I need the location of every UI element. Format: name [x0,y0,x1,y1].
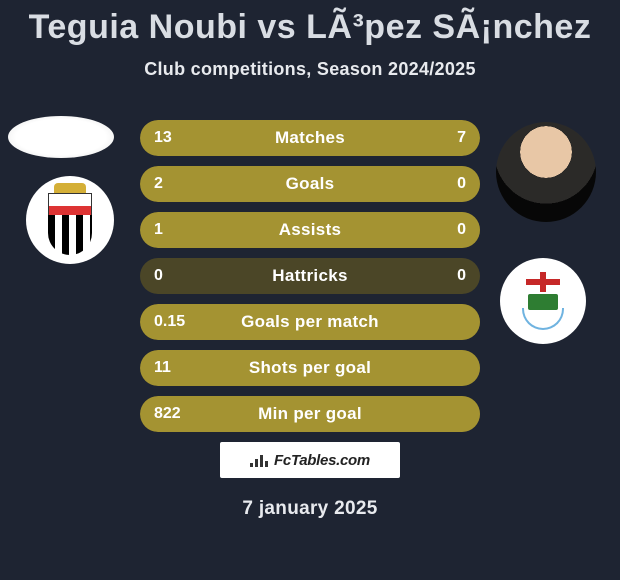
stat-row: 0Hattricks0 [140,258,480,294]
cartagena-icon [42,185,98,255]
stat-label: Matches [140,120,480,156]
celta-icon [520,272,566,330]
bars-icon [250,453,268,467]
club-right-badge [500,258,586,344]
club-left-badge [26,176,114,264]
stat-right-value: 0 [457,212,466,248]
stat-row: 1Assists0 [140,212,480,248]
stat-row: 822Min per goal [140,396,480,432]
player-left-photo [8,116,114,158]
stat-label: Assists [140,212,480,248]
player-right-photo [496,122,596,222]
watermark-badge: FcTables.com [220,442,400,478]
comparison-date: 7 january 2025 [0,498,620,520]
stat-row: 13Matches7 [140,120,480,156]
stats-container: 13Matches72Goals01Assists00Hattricks00.1… [140,120,480,442]
watermark-text: FcTables.com [274,452,370,469]
stat-row: 11Shots per goal [140,350,480,386]
stat-right-value: 7 [457,120,466,156]
stat-right-value: 0 [457,258,466,294]
stat-row: 0.15Goals per match [140,304,480,340]
comparison-title: Teguia Noubi vs LÃ³pez SÃ¡nchez [0,0,620,47]
stat-right-value: 0 [457,166,466,202]
stat-label: Goals [140,166,480,202]
comparison-subtitle: Club competitions, Season 2024/2025 [0,59,620,80]
stat-label: Goals per match [140,304,480,340]
stat-label: Min per goal [140,396,480,432]
stat-label: Shots per goal [140,350,480,386]
stat-row: 2Goals0 [140,166,480,202]
stat-label: Hattricks [140,258,480,294]
